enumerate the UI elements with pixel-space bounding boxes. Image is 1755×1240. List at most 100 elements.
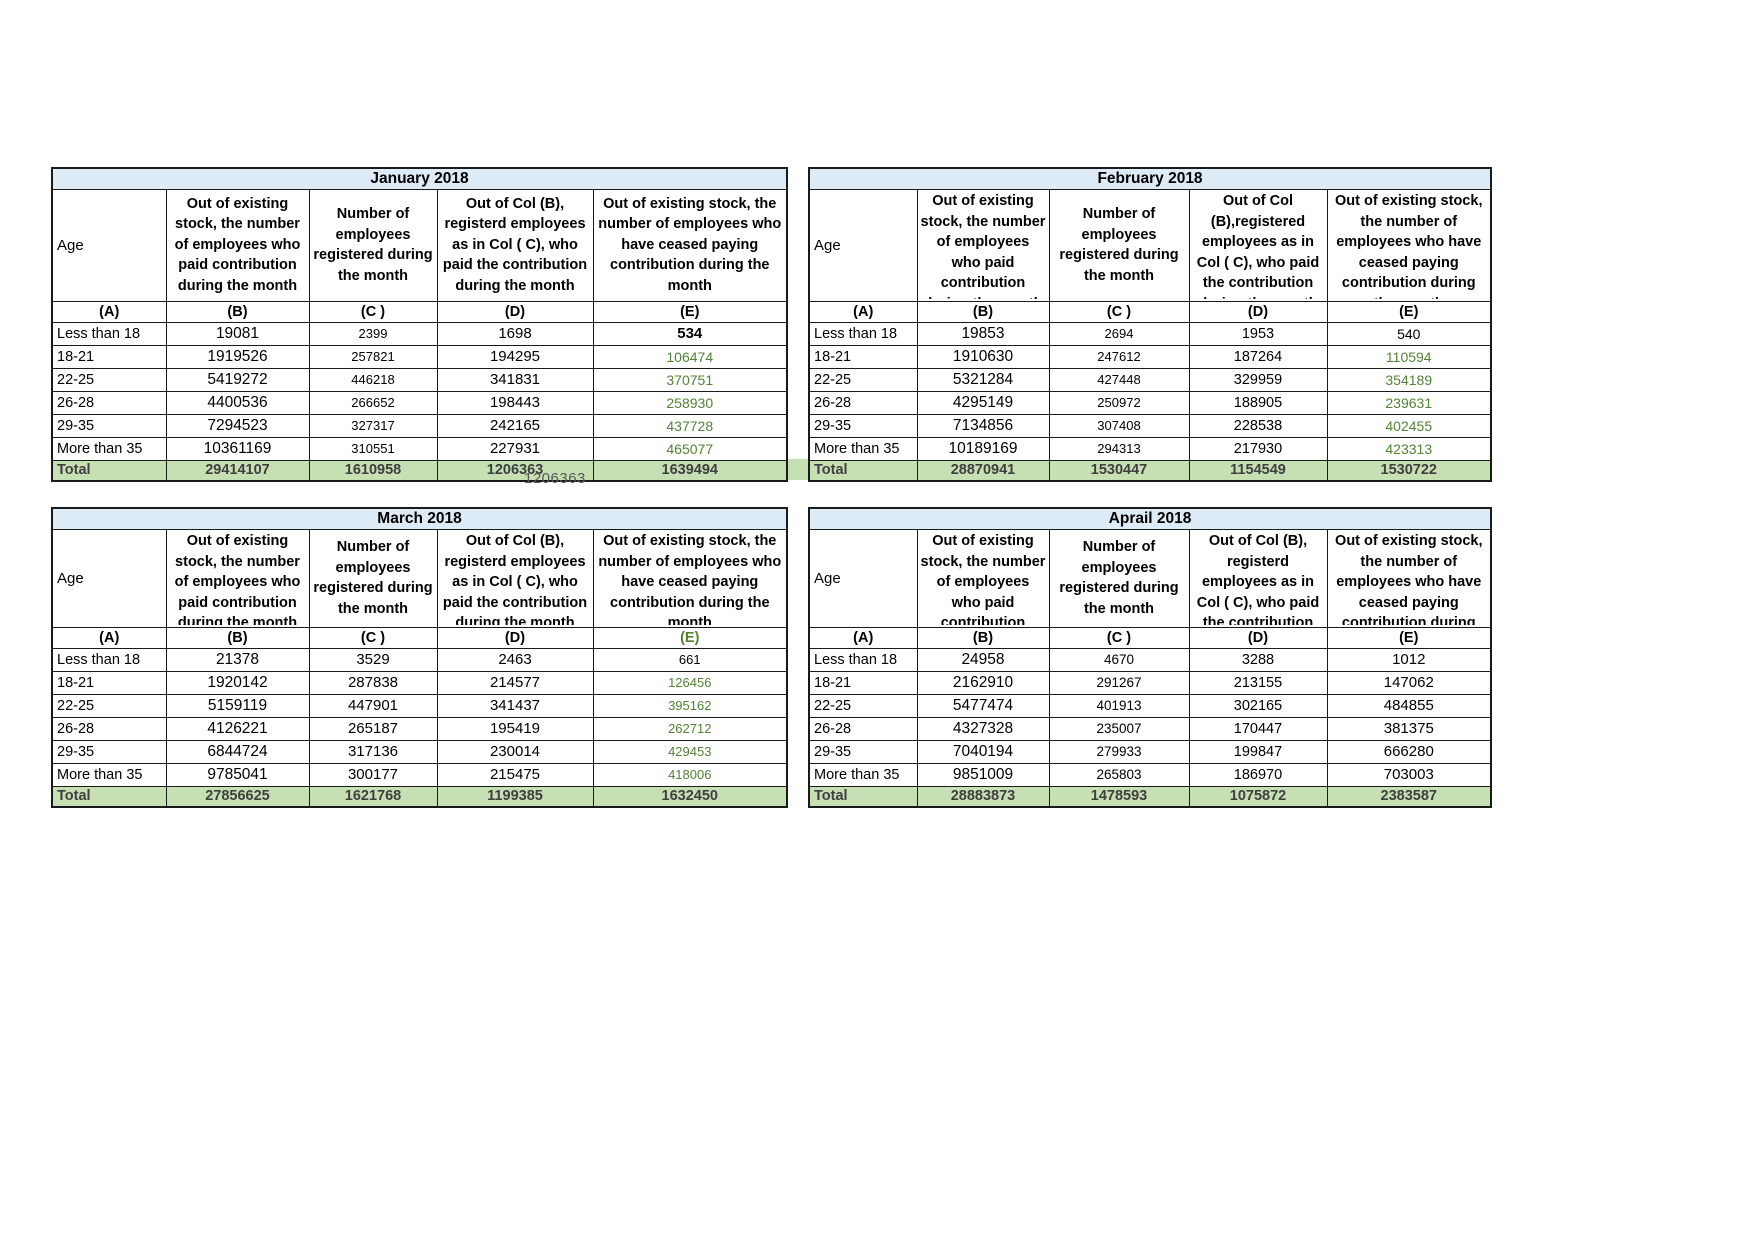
value-cell-d: 199847 bbox=[1188, 739, 1328, 764]
total-label: Total bbox=[808, 459, 918, 482]
value-cell-d: 213155 bbox=[1188, 670, 1328, 695]
table-row: 22-25 5321284 427448 329959 354189 bbox=[808, 367, 1492, 392]
table-row: 22-25 5419272 446218 341831 370751 bbox=[51, 367, 788, 392]
total-value-c: 1478593 bbox=[1048, 785, 1190, 808]
value-cell-e: 429453 bbox=[592, 739, 788, 764]
table-title-february: February 2018 bbox=[808, 167, 1492, 190]
total-label: Total bbox=[808, 785, 918, 808]
value-cell-e: 395162 bbox=[592, 693, 788, 718]
total-row: Total 27856625 1621768 1199385 1632450 bbox=[51, 785, 788, 808]
total-value-e: 1530722 bbox=[1326, 459, 1492, 482]
value-cell-c: 265187 bbox=[308, 716, 438, 741]
value-cell-e: 465077 bbox=[592, 436, 788, 461]
table-row: 29-35 7134856 307408 228538 402455 bbox=[808, 413, 1492, 438]
value-cell-e: 381375 bbox=[1326, 716, 1492, 741]
age-cell: 22-25 bbox=[51, 367, 167, 392]
value-cell-e: 239631 bbox=[1326, 390, 1492, 415]
value-cell-e: 402455 bbox=[1326, 413, 1492, 438]
value-cell-d: 187264 bbox=[1188, 344, 1328, 369]
total-value-b: 29414107 bbox=[165, 459, 310, 482]
column-header-text-b: Out of existing stock, the number of emp… bbox=[920, 193, 1046, 299]
value-cell-d: 230014 bbox=[436, 739, 594, 764]
month-table-january: January 2018 Age Out of existing stock, th… bbox=[51, 167, 789, 482]
value-cell-e: 262712 bbox=[592, 716, 788, 741]
value-cell-b: 7040194 bbox=[916, 739, 1050, 764]
age-cell: Less than 18 bbox=[808, 647, 918, 672]
value-cell-b: 1919526 bbox=[165, 344, 310, 369]
value-cell-b: 9785041 bbox=[165, 762, 310, 787]
column-header-e: Out of existing stock, the number of emp… bbox=[592, 188, 788, 302]
month-table-aprail: Aprail 2018 Age Out of existing stock, the… bbox=[808, 507, 1493, 808]
table-row: 18-21 1920142 287838 214577 126456 bbox=[51, 670, 788, 695]
total-value-e: 1639494 bbox=[592, 459, 788, 482]
column-letter-3: (D) bbox=[1188, 626, 1328, 649]
column-header-c: Number of employees registered during th… bbox=[1048, 188, 1190, 302]
age-cell: 26-28 bbox=[51, 716, 167, 741]
value-cell-d: 170447 bbox=[1188, 716, 1328, 741]
age-column-header: Age bbox=[808, 528, 918, 628]
column-header-text-d: Out of Col (B), registerd employees as i… bbox=[1196, 533, 1320, 625]
column-header-d: Out of Col (B), registerd employees as i… bbox=[436, 188, 594, 302]
table-title-january: January 2018 bbox=[51, 167, 788, 190]
value-cell-b: 10361169 bbox=[165, 436, 310, 461]
column-header-text-c: Number of employees registered during th… bbox=[313, 206, 433, 284]
total-value-c: 1610958 bbox=[308, 459, 438, 482]
value-cell-d: 242165 bbox=[436, 413, 594, 438]
value-cell-d: 188905 bbox=[1188, 390, 1328, 415]
value-cell-c: 446218 bbox=[308, 367, 438, 392]
value-cell-c: 427448 bbox=[1048, 367, 1190, 392]
value-cell-e: 354189 bbox=[1326, 367, 1492, 392]
value-cell-b: 2162910 bbox=[916, 670, 1050, 695]
value-cell-b: 5321284 bbox=[916, 367, 1050, 392]
value-cell-c: 266652 bbox=[308, 390, 438, 415]
column-header-text-b: Out of existing stock, the number of emp… bbox=[174, 533, 301, 625]
value-cell-c: 2399 bbox=[308, 321, 438, 346]
value-cell-b: 5159119 bbox=[165, 693, 310, 718]
value-cell-e: 437728 bbox=[592, 413, 788, 438]
value-cell-e: 110594 bbox=[1326, 344, 1492, 369]
value-cell-b: 6844724 bbox=[165, 739, 310, 764]
value-cell-b: 21378 bbox=[165, 647, 310, 672]
value-cell-c: 287838 bbox=[308, 670, 438, 695]
column-letter-2: (C ) bbox=[308, 626, 438, 649]
value-cell-c: 307408 bbox=[1048, 413, 1190, 438]
table-title-aprail: Aprail 2018 bbox=[808, 507, 1492, 530]
total-value-d: 1199385 bbox=[436, 785, 594, 808]
column-letter-1: (B) bbox=[165, 300, 310, 323]
age-cell: 26-28 bbox=[51, 390, 167, 415]
value-cell-c: 310551 bbox=[308, 436, 438, 461]
column-letter-0: (A) bbox=[808, 626, 918, 649]
table-title-march: March 2018 bbox=[51, 507, 788, 530]
age-cell: 18-21 bbox=[808, 670, 918, 695]
value-cell-c: 4670 bbox=[1048, 647, 1190, 672]
value-cell-e: 126456 bbox=[592, 670, 788, 695]
age-cell: 29-35 bbox=[51, 739, 167, 764]
column-letter-2: (C ) bbox=[308, 300, 438, 323]
column-letter-0: (A) bbox=[51, 300, 167, 323]
column-header-text-b: Out of existing stock, the number of emp… bbox=[174, 195, 301, 294]
column-letter-2: (C ) bbox=[1048, 300, 1190, 323]
column-letter-0: (A) bbox=[51, 626, 167, 649]
value-cell-c: 2694 bbox=[1048, 321, 1190, 346]
value-cell-e: 258930 bbox=[592, 390, 788, 415]
age-cell: More than 35 bbox=[808, 436, 918, 461]
age-column-header: Age bbox=[51, 188, 167, 302]
value-cell-b: 10189169 bbox=[916, 436, 1050, 461]
total-row: Total 29414107 1610958 1206363 1639494 bbox=[51, 459, 788, 482]
value-cell-c: 317136 bbox=[308, 739, 438, 764]
value-cell-e: 106474 bbox=[592, 344, 788, 369]
column-header-b: Out of existing stock, the number of emp… bbox=[165, 528, 310, 628]
column-header-text-d: Out of Col (B), registerd employees as i… bbox=[442, 195, 588, 294]
value-cell-d: 186970 bbox=[1188, 762, 1328, 787]
column-header-d: Out of Col (B),registered employees as i… bbox=[1188, 188, 1328, 302]
value-cell-e: 370751 bbox=[592, 367, 788, 392]
column-header-e: Out of existing stock, the number of emp… bbox=[1326, 188, 1492, 302]
column-header-text-c: Number of employees registered during th… bbox=[313, 539, 433, 617]
total-value-b: 27856625 bbox=[165, 785, 310, 808]
value-cell-e: 661 bbox=[592, 647, 788, 672]
value-cell-e: 703003 bbox=[1326, 762, 1492, 787]
value-cell-e: 484855 bbox=[1326, 693, 1492, 718]
value-cell-d: 341831 bbox=[436, 367, 594, 392]
column-header-text-d: Out of Col (B),registered employees as i… bbox=[1196, 193, 1320, 299]
age-cell: 22-25 bbox=[808, 367, 918, 392]
